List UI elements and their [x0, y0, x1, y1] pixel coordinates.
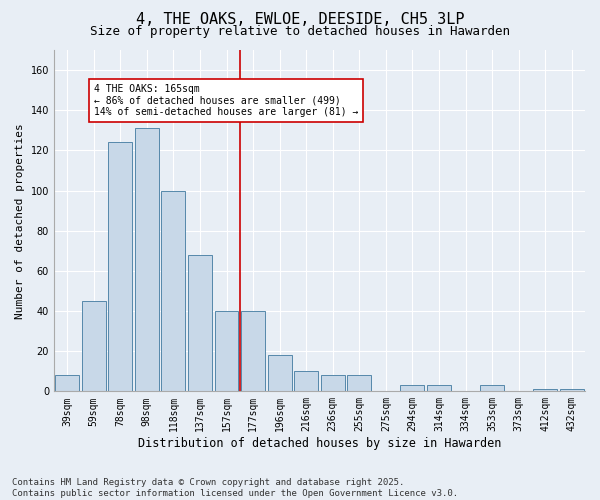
Text: 4, THE OAKS, EWLOE, DEESIDE, CH5 3LP: 4, THE OAKS, EWLOE, DEESIDE, CH5 3LP	[136, 12, 464, 28]
Bar	[321, 376, 344, 392]
Bar	[427, 386, 451, 392]
Bar	[294, 372, 318, 392]
Bar	[135, 128, 159, 392]
Y-axis label: Number of detached properties: Number of detached properties	[15, 123, 25, 318]
Text: Size of property relative to detached houses in Hawarden: Size of property relative to detached ho…	[90, 25, 510, 38]
Bar	[268, 355, 292, 392]
Bar	[109, 142, 132, 392]
Bar	[560, 390, 584, 392]
Bar	[188, 255, 212, 392]
Bar	[400, 386, 424, 392]
Bar	[161, 190, 185, 392]
Bar	[215, 311, 238, 392]
Bar	[82, 301, 106, 392]
Bar	[480, 386, 504, 392]
Bar	[55, 376, 79, 392]
Bar	[347, 376, 371, 392]
Bar	[533, 390, 557, 392]
Text: Contains HM Land Registry data © Crown copyright and database right 2025.
Contai: Contains HM Land Registry data © Crown c…	[12, 478, 458, 498]
X-axis label: Distribution of detached houses by size in Hawarden: Distribution of detached houses by size …	[138, 437, 501, 450]
Text: 4 THE OAKS: 165sqm
← 86% of detached houses are smaller (499)
14% of semi-detach: 4 THE OAKS: 165sqm ← 86% of detached hou…	[94, 84, 358, 117]
Bar	[241, 311, 265, 392]
